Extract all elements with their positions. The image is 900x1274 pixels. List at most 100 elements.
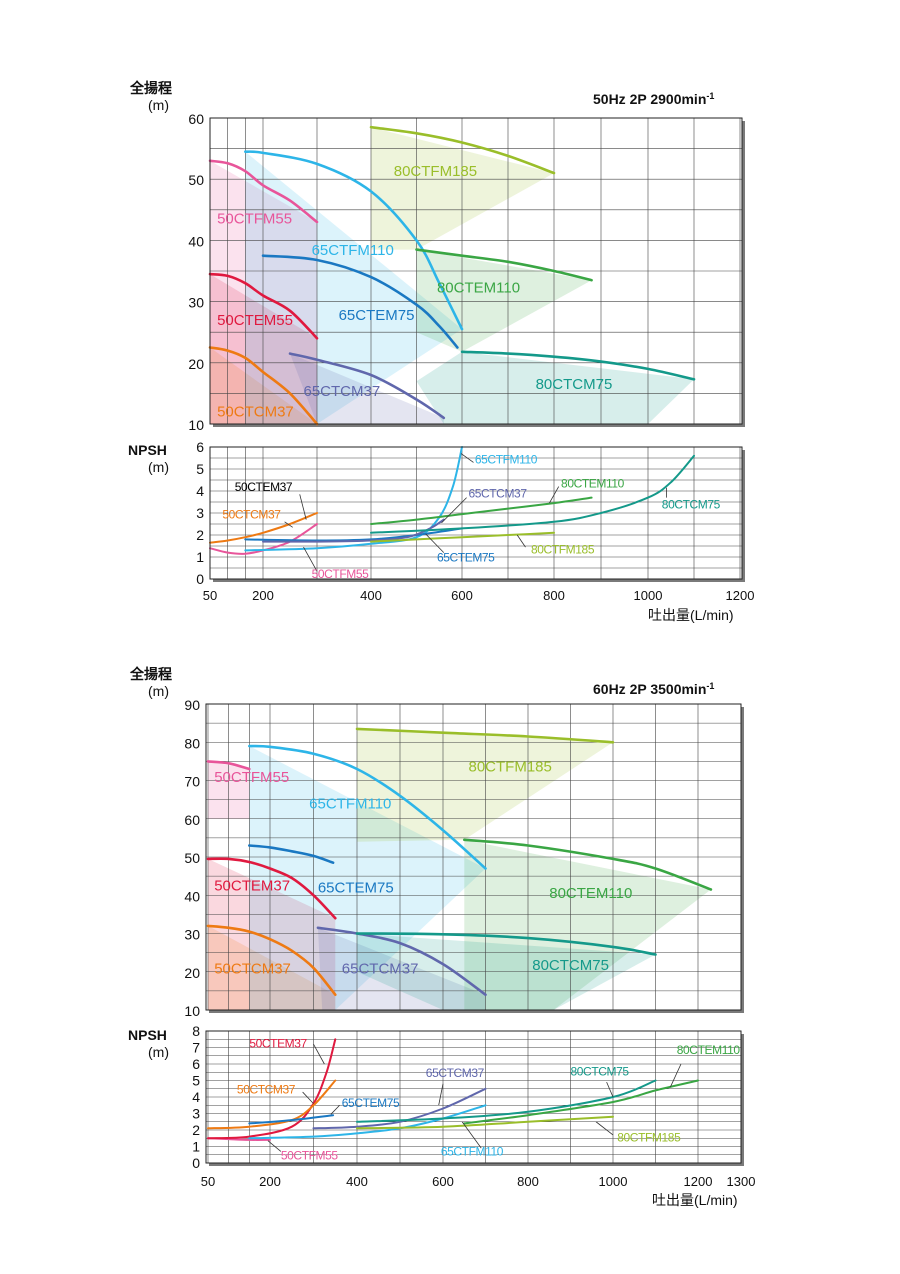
- head-curve-80ctfm185: [369, 125, 556, 175]
- npsh-label-65ctem75: 65CTEM75: [437, 550, 495, 564]
- npsh-plot-frame-50hz: [209, 446, 743, 580]
- head-label-65ctcm37: 65CTCM37: [304, 383, 381, 400]
- region-50ctcm37: [208, 925, 336, 1010]
- npsh-leader-50ctcm37: [284, 521, 293, 528]
- npsh-label-50ctcm37: 50CTCM37: [222, 508, 281, 522]
- x-tick-50: 50: [203, 588, 217, 603]
- npsh-label-65ctcm37: 65CTCM37: [426, 1066, 485, 1080]
- x-axis-label-60hz: 吐出量(L/min): [652, 1192, 738, 1208]
- npsh-y-tick-8: 8: [192, 1023, 200, 1039]
- npsh-y-tick-4: 4: [192, 1089, 200, 1105]
- npsh-curve-labels-60hz: 50CTEM37 50CTCM37 50CTFM55 65CTEM75 65CTCM37…: [237, 1037, 741, 1163]
- head-curve-80ctcm75: [460, 350, 696, 381]
- x-tick-200: 200: [252, 588, 274, 603]
- head-curve-65ctcm37: [288, 352, 446, 420]
- head-y-tick-10: 10: [184, 1003, 200, 1019]
- npsh-label-50ctem37: 50CTEM37: [249, 1037, 307, 1051]
- npsh-axis-label-60hz: NPSH: [128, 1027, 167, 1043]
- head-label-50ctem37: 50CTEM37: [214, 877, 290, 894]
- npsh-label-50ctfm55: 50CTFM55: [312, 567, 370, 581]
- head-label-80ctem110: 80CTEM110: [549, 885, 632, 902]
- head-curve-50ctfm55: [206, 760, 251, 771]
- x-axis-label-50hz: 吐出量(L/min): [648, 607, 734, 623]
- npsh-leader-50ctcm37: [302, 1091, 314, 1104]
- head-label-50ctcm37: 50CTCM37: [214, 961, 291, 978]
- region-50ctfm55: [210, 160, 317, 425]
- npsh-axis-unit-50hz: (m): [148, 459, 169, 475]
- x-tick-1300: 1300: [727, 1174, 756, 1189]
- npsh-y-tick-1: 1: [192, 1139, 200, 1155]
- x-tick-600: 600: [451, 588, 473, 603]
- region-50ctem55: [210, 274, 317, 424]
- npsh-label-65ctfm110: 65CTFM110: [441, 1145, 504, 1159]
- npsh-y-tick-2: 2: [196, 527, 204, 543]
- chart-title-main-60hz: 60Hz 2P 3500min: [593, 681, 706, 697]
- region-50ctem37: [208, 858, 336, 1010]
- head-y-tick-70: 70: [184, 774, 200, 790]
- npsh-leader-50ctfm55: [267, 1140, 282, 1152]
- head-curve-labels-60hz: 50CTFM55 50CTEM37 50CTCM37 65CTFM110 65CTEM7…: [214, 759, 632, 978]
- head-curve-65ctem75: [261, 254, 459, 349]
- head-y-tick-30: 30: [184, 927, 200, 943]
- npsh-curve-80ctcm75: [356, 1079, 657, 1123]
- chart-title-60hz: 60Hz 2P 3500min-1: [593, 681, 714, 697]
- npsh-curve-65ctcm37: [312, 1087, 487, 1130]
- head-curves-50hz: [208, 125, 696, 426]
- head-label-80ctfm185: 80CTFM185: [469, 759, 552, 776]
- head-label-50ctfm55: 50CTFM55: [214, 769, 289, 786]
- npsh-curve-65ctem75: [248, 1114, 335, 1125]
- npsh-label-80ctcm75: 80CTCM75: [662, 498, 721, 512]
- head-curve-50ctem37: [206, 857, 337, 920]
- head-y-ticks-60hz: 10 20 30 40 50 60 70 80 90: [184, 697, 200, 1019]
- npsh-axis-unit-60hz: (m): [148, 1044, 169, 1060]
- npsh-curve-50ctem37: [207, 1038, 337, 1140]
- head-curve-65ctem75: [248, 844, 335, 864]
- head-label-50ctfm55: 50CTFM55: [217, 210, 292, 227]
- head-curve-50ctem55: [208, 272, 319, 340]
- x-tick-800: 800: [543, 588, 565, 603]
- head-label-65ctem75: 65CTEM75: [339, 307, 415, 324]
- head-label-50ctcm37: 50CTCM37: [217, 404, 294, 421]
- npsh-leader-65ctem75: [425, 533, 445, 553]
- head-axis-label-50hz: 全揚程: [129, 80, 172, 96]
- head-curve-80ctfm185: [355, 727, 615, 744]
- npsh-leader-80ctfm185: [516, 534, 526, 548]
- npsh-label-80ctfm185: 80CTFM185: [617, 1131, 681, 1145]
- region-65ctcm37: [317, 927, 486, 1010]
- npsh-label-50ctfm55: 50CTFM55: [281, 1149, 339, 1163]
- head-y-tick-80: 80: [184, 735, 200, 751]
- head-curve-labels-50hz: 50CTFM55 50CTEM55 50CTCM37 65CTFM110 65CTEM7…: [217, 163, 612, 421]
- npsh-y-tick-7: 7: [192, 1040, 200, 1056]
- npsh-leader-50ctem37: [313, 1044, 325, 1065]
- x-ticks-60hz: 50 200 400 600 800 1000 1200 1300: [201, 1174, 756, 1189]
- head-label-65ctfm110: 65CTFM110: [312, 242, 394, 259]
- npsh-curve-80ctem110: [370, 496, 593, 525]
- npsh-curve-65ctfm110: [244, 446, 463, 552]
- chart-title-sup-50hz: -1: [706, 91, 714, 101]
- npsh-label-80ctcm75: 80CTCM75: [571, 1065, 630, 1079]
- head-y-tick-30: 30: [188, 295, 204, 311]
- head-y-tick-40: 40: [188, 233, 204, 249]
- head-plot-frame-50hz: [209, 117, 743, 425]
- chart-title-50hz: 50Hz 2P 2900min-1: [593, 91, 714, 107]
- npsh-y-tick-1: 1: [196, 549, 204, 565]
- head-label-50ctem55: 50CTEM55: [217, 312, 293, 329]
- head-y-tick-90: 90: [184, 697, 200, 713]
- head-curve-80ctcm75: [355, 932, 657, 956]
- region-65ctfm110: [249, 746, 486, 1010]
- npsh-curve-80ctfm185: [370, 531, 555, 543]
- npsh-y-tick-5: 5: [192, 1073, 200, 1089]
- npsh-curves-60hz: [207, 1038, 699, 1141]
- region-50ctcm37: [210, 347, 317, 424]
- npsh-curves-50hz: [209, 446, 695, 555]
- x-ticks-50hz: 50 200 400 600 800 1000 1200: [203, 588, 755, 603]
- head-y-tick-50: 50: [188, 172, 204, 188]
- head-axis-label-60hz: 全揚程: [129, 666, 172, 682]
- npsh-label-65ctem75: 65CTEM75: [342, 1096, 400, 1110]
- npsh-label-50ctem37: 50CTEM37: [235, 480, 293, 494]
- head-curve-80ctem110: [415, 248, 593, 282]
- region-80ctcm75: [416, 351, 694, 424]
